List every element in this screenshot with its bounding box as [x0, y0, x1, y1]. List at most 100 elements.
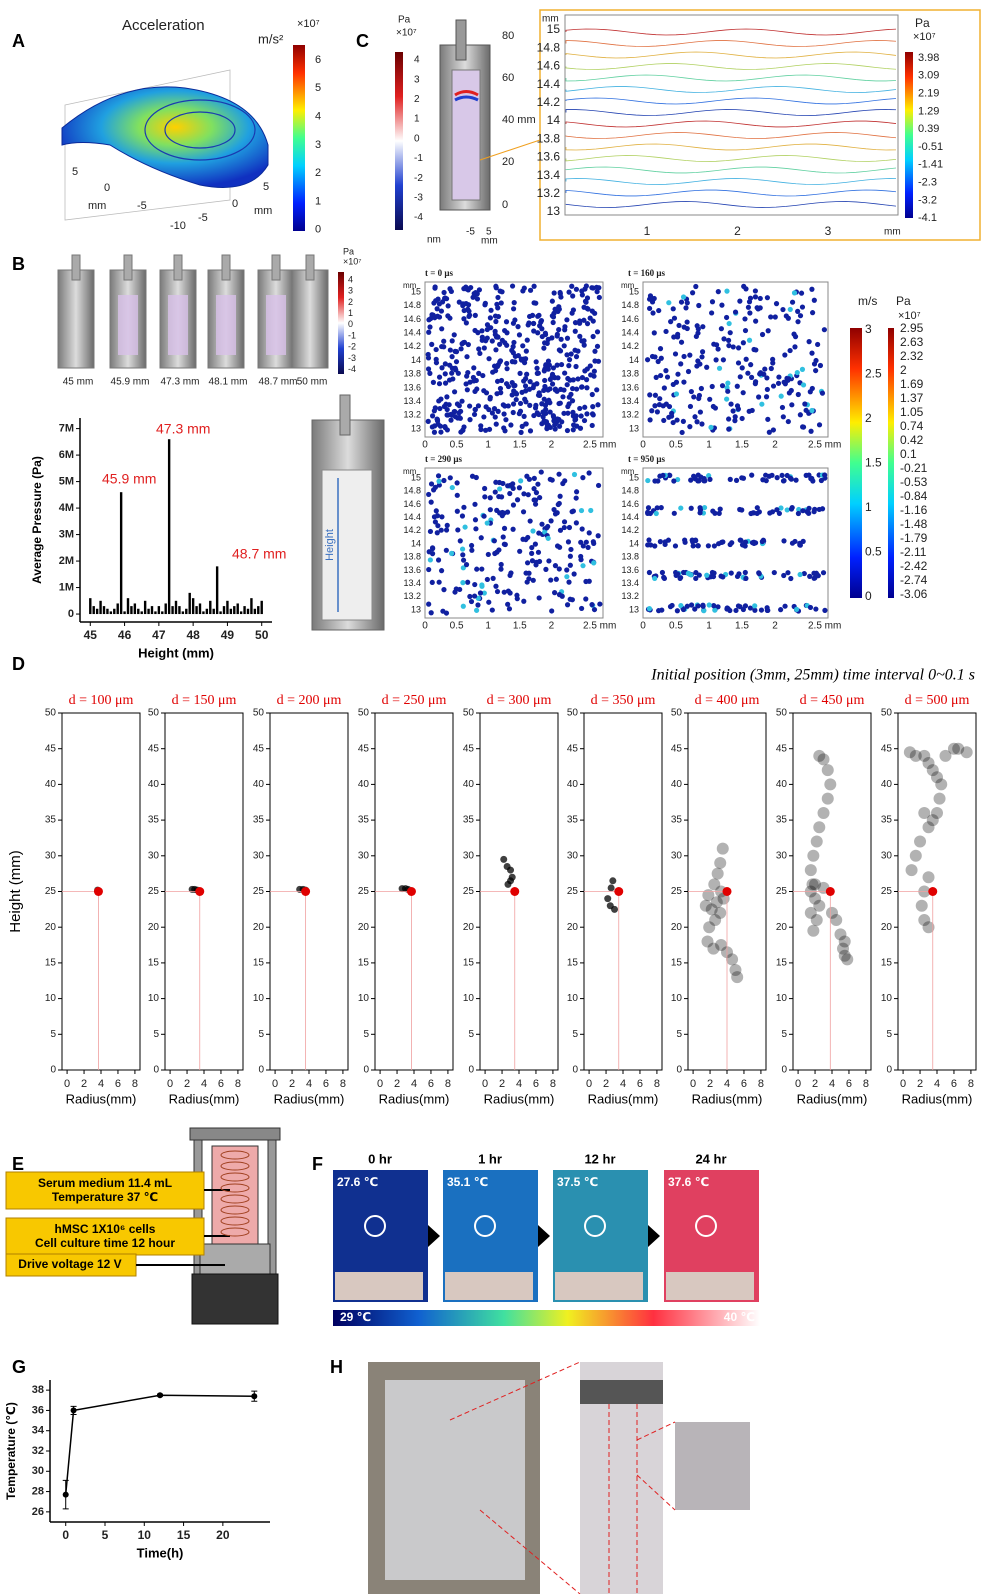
particle-render — [700, 324, 706, 330]
particle-render — [557, 493, 563, 499]
particle-render — [723, 314, 730, 321]
particle-render — [564, 574, 570, 580]
point — [810, 835, 823, 848]
particle-render — [445, 313, 451, 319]
y-tick-label: 30 — [358, 850, 370, 861]
y-tick-label: 5 — [676, 1029, 682, 1040]
axis-unit: mm — [403, 467, 417, 476]
particle-render — [552, 563, 559, 569]
particle-render — [475, 602, 481, 608]
point — [834, 928, 847, 941]
particle-render — [464, 373, 470, 379]
y-tick-label: 40 — [776, 779, 788, 790]
unit: Pa — [398, 15, 411, 26]
particle-render — [536, 595, 542, 601]
particle-render — [705, 543, 711, 549]
particle-render — [654, 505, 660, 511]
particle-render — [584, 411, 590, 417]
particle-render — [496, 547, 502, 553]
particle-render — [429, 341, 435, 347]
particle-render — [550, 365, 557, 371]
particle-render — [750, 510, 756, 516]
particle-render — [740, 606, 747, 613]
particle-render — [684, 300, 690, 306]
colorbar-tick: 2 — [865, 411, 872, 425]
point — [726, 953, 739, 966]
particle-render — [788, 476, 794, 482]
particle-render — [725, 337, 732, 343]
point — [62, 1491, 69, 1498]
particle-render — [578, 539, 584, 545]
y-tick-label: 0 — [68, 608, 74, 620]
particle-render — [556, 566, 562, 572]
colorbar-tick: 4 — [414, 55, 420, 66]
particle-render — [678, 505, 684, 511]
panel-a-render — [61, 45, 305, 231]
device-label: Drive voltage 12 V — [18, 1257, 121, 1271]
colorbar-tick: 3.98 — [918, 52, 939, 64]
cylinder-render — [57, 269, 95, 369]
particle-render — [494, 378, 501, 384]
particle-render — [479, 328, 485, 334]
x-tick-label: 8 — [445, 1078, 451, 1090]
particle-render — [465, 579, 471, 585]
particle-render — [474, 566, 480, 572]
particle-render — [501, 589, 507, 595]
particle-render — [704, 364, 710, 370]
particle-render — [491, 406, 498, 412]
particle-render — [581, 338, 587, 344]
bar — [229, 608, 233, 615]
particle-render — [493, 283, 499, 289]
particle-render — [585, 544, 591, 551]
bar — [95, 608, 99, 615]
x-tick-label: 10 — [138, 1528, 152, 1542]
particle-render — [521, 491, 527, 497]
particle-render — [651, 330, 657, 336]
particle-render — [526, 386, 533, 392]
time-label: 0 hr — [368, 1151, 392, 1166]
particle-render — [782, 352, 788, 358]
particle-render — [536, 411, 542, 418]
colorbar-tick: -2.11 — [900, 545, 927, 559]
heatsink-render — [445, 1272, 533, 1300]
particle-render — [587, 315, 593, 321]
particle-render — [434, 313, 441, 319]
particle-render — [445, 303, 451, 309]
particle-render — [676, 322, 682, 329]
point — [841, 953, 854, 966]
point — [714, 906, 727, 919]
pressure-spot — [454, 95, 479, 102]
particle-render — [662, 541, 668, 548]
particle-render — [709, 310, 715, 316]
colorbar-tick: -2 — [348, 342, 356, 352]
particle-render — [751, 346, 757, 353]
point — [947, 742, 960, 755]
particle-render — [577, 405, 583, 412]
particle-render — [425, 351, 431, 358]
particle-render — [504, 366, 510, 372]
particle-render — [508, 570, 514, 576]
particle-render — [427, 528, 434, 535]
particle-render — [727, 330, 733, 336]
x-tick-label: 46 — [118, 628, 132, 642]
particle-render — [577, 320, 583, 326]
y-tick-label: 35 — [148, 815, 160, 826]
particle-render — [809, 310, 816, 316]
particle-render — [707, 396, 713, 402]
particle-render — [710, 508, 716, 514]
particle-render — [501, 411, 507, 417]
particle-render — [520, 509, 527, 515]
position-label: 47.3 mm — [161, 377, 200, 388]
particle-render — [442, 361, 448, 367]
note: Initial position (3mm, 25mm) time interv… — [650, 667, 975, 684]
particle-render — [646, 606, 653, 612]
particle-render — [557, 527, 564, 533]
bar — [102, 606, 106, 615]
x-tick-label: 6 — [115, 1078, 121, 1090]
bar — [181, 611, 185, 615]
point — [611, 905, 619, 913]
particle-render — [552, 590, 558, 596]
y-tick-label: 13.4 — [403, 396, 421, 406]
bar — [130, 606, 133, 615]
y-tick-label: 0 — [363, 1065, 369, 1076]
